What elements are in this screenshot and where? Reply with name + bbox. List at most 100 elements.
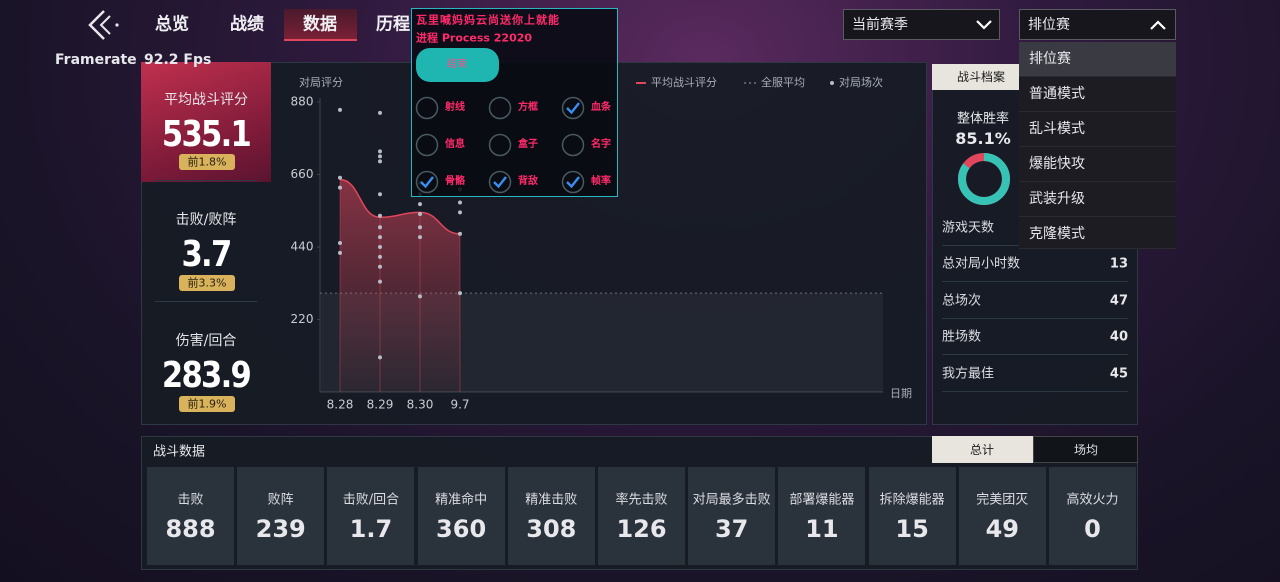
checkbox-label[interactable]: 射线 [445, 102, 465, 113]
mode-option-text[interactable]: 爆能快攻 [1029, 156, 1085, 172]
stat-card [778, 467, 866, 565]
mode-select[interactable] [1019, 9, 1176, 40]
toggle-active [932, 436, 1033, 463]
mode-option[interactable] [1019, 112, 1176, 147]
nav-tab[interactable]: 战绩 [230, 14, 264, 35]
y-tick-label: 440 [291, 240, 314, 254]
stat-value: 37 [714, 515, 749, 543]
profile-tab-active [932, 64, 1030, 90]
stat-value: 0 [1084, 515, 1101, 543]
stat-value: 126 [616, 515, 667, 543]
game-dot [378, 225, 382, 230]
donut-win [958, 153, 1010, 205]
checkbox-label[interactable]: 方框 [518, 102, 538, 113]
game-dot [378, 192, 382, 197]
mode-option-text[interactable]: 乱斗模式 [1029, 121, 1085, 137]
nav-tab[interactable]: 总览 [155, 14, 189, 35]
stat-card [237, 467, 325, 565]
summary-label: 击败/败阵 [175, 212, 237, 228]
toggle-option[interactable]: 总计 [969, 443, 995, 457]
checkbox-label[interactable]: 背敌 [518, 176, 538, 187]
game-dot [458, 210, 462, 215]
stat-label: 部署爆能器 [789, 492, 855, 508]
nav-tab[interactable]: 数据 [303, 14, 337, 35]
mode-option[interactable] [1019, 217, 1176, 249]
game-dot [418, 212, 422, 217]
checkbox-label[interactable]: 盒子 [518, 139, 538, 150]
y-tick-label: 660 [291, 167, 314, 181]
row-separator [942, 281, 1128, 282]
stat-card [147, 467, 234, 565]
legend-label: 对局场次 [839, 75, 883, 89]
nav-tab-active [284, 9, 357, 41]
rank-pill [179, 275, 235, 291]
y-tick-label: 880 [291, 95, 314, 109]
stat-card [598, 467, 685, 565]
x-axis-label: 日期 [890, 387, 912, 400]
profile-row-label: 我方最佳 [942, 366, 995, 382]
stat-card [327, 467, 415, 565]
checkbox[interactable] [561, 133, 585, 157]
stat-label: 对局最多击败 [692, 492, 771, 508]
x-tick-label: 8.29 [367, 398, 394, 412]
stat-value: 888 [165, 515, 216, 543]
profile-tab[interactable]: 战斗档案 [956, 70, 1006, 84]
toggle-option[interactable]: 场均 [1073, 443, 1099, 457]
summary-value: 535.1 [161, 114, 252, 155]
checkbox[interactable] [488, 133, 512, 157]
checkbox-label[interactable]: 血条 [591, 102, 611, 113]
stat-card [958, 467, 1046, 565]
mode-option[interactable] [1019, 182, 1176, 217]
game-dot [338, 107, 342, 112]
summary-value: 3.7 [181, 234, 232, 275]
checkbox[interactable] [415, 96, 439, 120]
mode-option-text[interactable]: 普通模式 [1029, 86, 1085, 102]
game-dot [378, 245, 382, 249]
profile-row-label: 总对局小时数 [942, 256, 1021, 272]
summary-rank: 前1.9% [187, 397, 227, 411]
game-dot [378, 279, 382, 284]
y-tick-label: 220 [291, 312, 314, 326]
checkbox-label[interactable]: 骨骼 [445, 176, 465, 187]
nav-tab[interactable]: 历程 [376, 14, 410, 35]
checkbox-label[interactable]: 信息 [445, 139, 465, 150]
checkbox[interactable] [415, 133, 439, 157]
stat-value: 15 [895, 515, 929, 543]
mode-option-text[interactable]: 排位赛 [1029, 51, 1071, 67]
overlay-button[interactable] [416, 48, 499, 82]
checkbox[interactable] [488, 96, 512, 120]
stat-card [688, 467, 776, 565]
game-dot [378, 264, 382, 269]
mode-option[interactable] [1019, 147, 1176, 182]
checkbox[interactable] [561, 170, 585, 194]
checkbox-label[interactable]: 名字 [591, 139, 611, 150]
legend-label: 平均战斗评分 [651, 76, 717, 89]
game-dot [338, 175, 342, 180]
season-select-text: 当前赛季 [852, 17, 908, 33]
stat-card [868, 467, 956, 565]
mode-option[interactable] [1019, 77, 1176, 112]
stat-value: 1.7 [349, 515, 393, 543]
stat-value: 49 [985, 515, 1019, 543]
mode-option-text[interactable]: 克隆模式 [1029, 226, 1085, 242]
checkbox[interactable] [415, 170, 439, 194]
checkbox-label[interactable]: 帧率 [591, 176, 611, 187]
stat-value: 360 [436, 515, 487, 543]
profile-row-value: 47 [1109, 293, 1128, 309]
checkbox[interactable] [488, 170, 512, 194]
game-dot [378, 149, 382, 154]
season-select[interactable] [843, 9, 1000, 40]
rank-pill [179, 154, 235, 170]
overlay-process: 进程 Process 22020 [416, 31, 533, 45]
rank-pill [179, 396, 235, 412]
back-button[interactable] [84, 8, 124, 42]
game-dot [418, 294, 422, 299]
checkbox[interactable] [561, 96, 585, 120]
overlay-button-text[interactable]: 结束 [447, 59, 467, 70]
mode-option[interactable] [1019, 42, 1176, 77]
mode-option-text[interactable]: 武装升级 [1029, 191, 1085, 207]
game-dot [458, 291, 462, 296]
game-dot [338, 185, 342, 190]
game-dot [458, 200, 462, 205]
